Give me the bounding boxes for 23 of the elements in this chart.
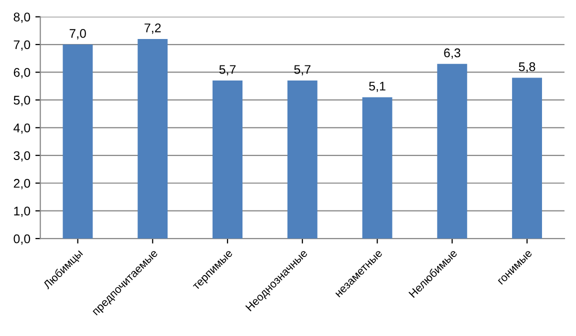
- y-tick-label: 8,0: [14, 12, 30, 23]
- y-tick-label: 4,0: [14, 123, 30, 134]
- data-label: 5,8: [518, 62, 536, 73]
- y-tick-label: 7,0: [14, 40, 30, 51]
- data-label: 5,7: [294, 65, 310, 76]
- bar: [138, 38, 168, 239]
- y-tick-label: 6,0: [14, 68, 30, 78]
- y-tick-label: 5,0: [14, 96, 30, 106]
- data-label: 6,3: [444, 48, 460, 59]
- y-tick-label: 0,0: [14, 234, 30, 245]
- bar: [437, 64, 468, 239]
- bar: [62, 44, 93, 239]
- data-label: 7,0: [70, 29, 86, 40]
- y-tick-label: 2,0: [14, 178, 30, 190]
- y-tick-label: 1,0: [14, 206, 30, 217]
- bar: [212, 80, 242, 239]
- bar: [362, 97, 392, 239]
- y-tick-label: 3,0: [14, 151, 30, 162]
- data-label: 7,2: [144, 23, 161, 34]
- bar: [287, 80, 318, 239]
- data-label: 5,7: [219, 65, 236, 76]
- data-label: 5,1: [369, 82, 386, 92]
- bar: [512, 78, 542, 239]
